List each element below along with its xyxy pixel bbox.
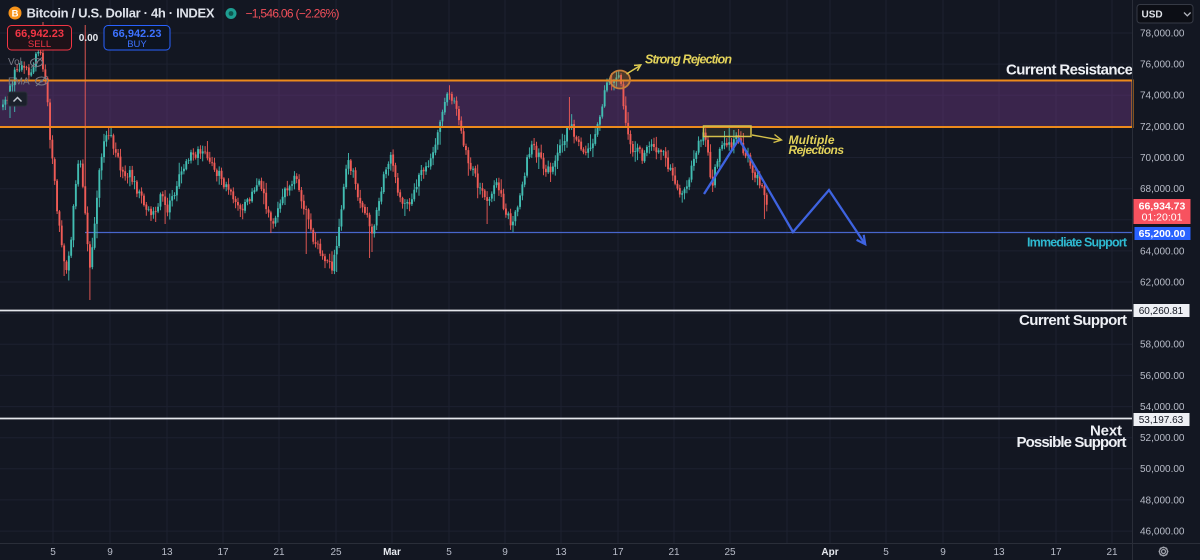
svg-text:Mar: Mar: [383, 547, 401, 558]
svg-text:52,000.00: 52,000.00: [1140, 433, 1185, 444]
svg-text:72,000.00: 72,000.00: [1140, 122, 1185, 133]
svg-text:SELL: SELL: [28, 39, 51, 50]
svg-text:0.00: 0.00: [79, 33, 99, 44]
svg-text:17: 17: [1050, 547, 1062, 558]
svg-text:BUY: BUY: [127, 39, 147, 50]
svg-text:9: 9: [107, 547, 113, 558]
svg-text:46,000.00: 46,000.00: [1140, 527, 1185, 538]
svg-text:78,000.00: 78,000.00: [1140, 29, 1185, 40]
svg-text:Strong Rejection: Strong Rejection: [645, 53, 732, 67]
svg-text:21: 21: [668, 547, 680, 558]
svg-text:56,000.00: 56,000.00: [1140, 371, 1185, 382]
svg-text:50,000.00: 50,000.00: [1140, 464, 1185, 475]
svg-text:5: 5: [50, 547, 56, 558]
svg-text:5: 5: [446, 547, 452, 558]
svg-text:17: 17: [217, 547, 229, 558]
svg-text:66,934.73: 66,934.73: [1139, 201, 1186, 213]
svg-text:9: 9: [940, 547, 946, 558]
svg-text:Vol: Vol: [8, 57, 22, 68]
svg-text:66,942.23: 66,942.23: [15, 28, 64, 40]
svg-text:5: 5: [883, 547, 889, 558]
svg-text:B: B: [12, 9, 19, 20]
svg-text:EMA: EMA: [8, 77, 30, 88]
svg-text:Next: Next: [1090, 423, 1122, 440]
svg-text:13: 13: [555, 547, 567, 558]
svg-text:48,000.00: 48,000.00: [1140, 495, 1185, 506]
svg-text:Rejections: Rejections: [789, 143, 845, 157]
svg-text:25: 25: [724, 547, 736, 558]
svg-text:25: 25: [330, 547, 342, 558]
svg-text:70,000.00: 70,000.00: [1140, 153, 1185, 164]
svg-text:68,000.00: 68,000.00: [1140, 184, 1185, 195]
svg-text:64,000.00: 64,000.00: [1140, 246, 1185, 257]
svg-text:Apr: Apr: [821, 547, 838, 558]
svg-text:21: 21: [273, 547, 285, 558]
svg-text:Possible Support: Possible Support: [1017, 434, 1127, 451]
svg-text:53,197.63: 53,197.63: [1139, 415, 1184, 426]
svg-text:−1,546.06 (−2.26%): −1,546.06 (−2.26%): [246, 7, 340, 21]
svg-text:60,260.81: 60,260.81: [1139, 306, 1184, 317]
svg-text:76,000.00: 76,000.00: [1140, 60, 1185, 71]
svg-text:Multiple: Multiple: [789, 133, 835, 147]
svg-text:54,000.00: 54,000.00: [1140, 402, 1185, 413]
svg-text:01:20:01: 01:20:01: [1142, 212, 1183, 224]
svg-text:65,200.00: 65,200.00: [1139, 228, 1186, 240]
svg-text:13: 13: [161, 547, 173, 558]
svg-text:74,000.00: 74,000.00: [1140, 91, 1185, 102]
svg-text:9: 9: [502, 547, 508, 558]
svg-text:Current Resistance: Current Resistance: [1006, 62, 1133, 79]
svg-text:Current Support: Current Support: [1019, 312, 1127, 329]
svg-text:Immediate Support: Immediate Support: [1027, 236, 1128, 250]
svg-text:13: 13: [993, 547, 1005, 558]
svg-text:17: 17: [612, 547, 624, 558]
svg-text:66,942.23: 66,942.23: [113, 28, 162, 40]
svg-text:62,000.00: 62,000.00: [1140, 278, 1185, 289]
svg-text:USD: USD: [1142, 10, 1163, 21]
svg-text:21: 21: [1106, 547, 1118, 558]
svg-text:58,000.00: 58,000.00: [1140, 340, 1185, 351]
svg-text:Bitcoin / U.S. Dollar · 4h · I: Bitcoin / U.S. Dollar · 4h · INDEX: [27, 6, 215, 21]
